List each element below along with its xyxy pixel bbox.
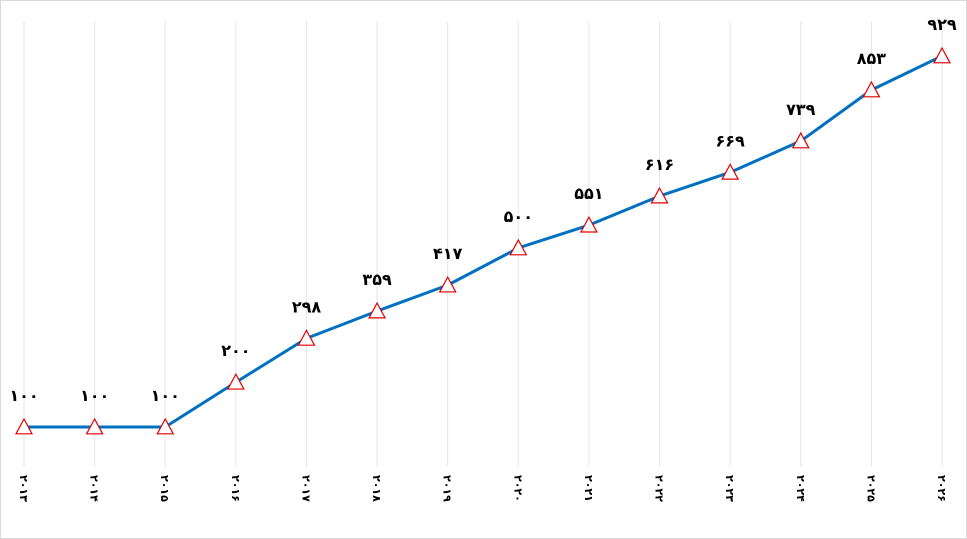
x-tick-label-6: ۲۰۱۹ [441, 475, 454, 502]
data-point-8 [579, 215, 598, 233]
x-tick-label-12: ۲۰۲۵ [864, 475, 877, 502]
x-tick-label-4: ۲۰۱۷ [299, 475, 312, 502]
x-tick-label-11: ۲۰۲۴ [794, 475, 807, 502]
data-markers [14, 46, 952, 435]
series-line-layer [24, 54, 943, 429]
data-label-7: ۵۰۰ [504, 207, 533, 226]
data-label-2: ۱۰۰ [151, 386, 180, 405]
data-labels: ۱۰۰ ۱۰۰ ۱۰۰ ۲۰۰ ۲۹۸ ۳۵۹ ۴۱۷ ۵۰۰ ۵۵۱ ۶۱۶ ۶۶۹ ۷۳۹ ۸۵۳ ۹… [9, 15, 957, 405]
data-label-3: ۲۰۰ [221, 341, 250, 360]
data-point-3 [226, 372, 245, 390]
x-tick-label-7: ۲۰۲۰ [511, 475, 524, 502]
data-point-12 [862, 80, 881, 98]
data-label-4: ۲۹۸ [292, 297, 322, 316]
x-tick-label-0: ۲۰۱۳ [17, 475, 30, 502]
x-tick-label-10: ۲۰۲۳ [723, 475, 736, 502]
data-point-9 [650, 186, 669, 204]
data-label-8: ۵۵۱ [574, 184, 603, 203]
data-point-10 [721, 163, 740, 180]
data-label-12: ۸۵۳ [857, 49, 887, 68]
data-point-0 [14, 417, 34, 435]
data-label-6: ۴۱۷ [433, 244, 463, 263]
data-point-1 [85, 417, 104, 435]
x-tick-label-5: ۲۰۱۸ [370, 475, 383, 502]
data-point-6 [438, 275, 457, 293]
data-label-0: ۱۰۰ [9, 386, 38, 405]
x-tick-label-2: ۲۰۱۵ [158, 475, 171, 502]
series-line [24, 54, 943, 429]
gridlines [23, 21, 943, 467]
x-tick-label-9: ۲۰۲۲ [653, 475, 666, 502]
x-tick-label-1: ۲۰۱۴ [88, 475, 101, 502]
data-label-5: ۳۵۹ [362, 270, 392, 289]
data-label-11: ۷۳۹ [786, 100, 816, 119]
data-point-7 [509, 238, 528, 256]
x-tick-label-8: ۲۰۲۱ [582, 475, 595, 502]
data-label-9: ۶۱۶ [645, 155, 674, 174]
data-label-13: ۹۲۹ [927, 15, 957, 34]
x-tick-label-3: ۲۰۱۶ [229, 475, 242, 502]
data-point-5 [368, 301, 387, 319]
data-point-4 [297, 329, 316, 346]
x-axis-ticks: ۲۰۱۳ ۲۰۱۴ ۲۰۱۵ ۲۰۱۶ ۲۰۱۷ ۲۰۱۸ ۲۰۱۹ ۲۰۲۰ ۲۰۲۱ ۲۰۲۲… [17, 475, 948, 502]
data-point-13 [932, 46, 952, 64]
x-tick-label-13: ۲۰۲۶ [935, 475, 948, 502]
data-label-10: ۶۶۹ [716, 131, 746, 150]
data-point-2 [156, 417, 175, 435]
data-point-11 [791, 131, 810, 149]
data-label-1: ۱۰۰ [80, 386, 109, 405]
